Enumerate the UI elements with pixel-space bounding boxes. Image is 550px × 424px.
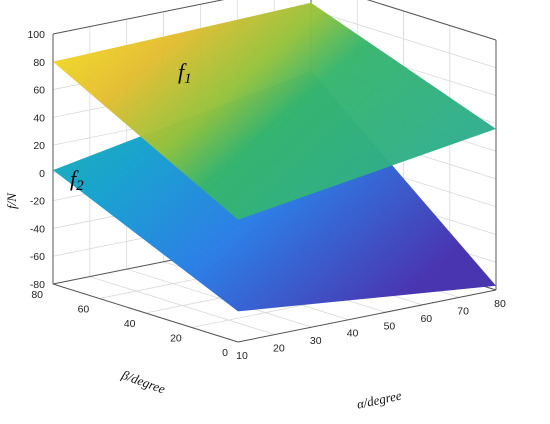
tick-labels: 100 80 60 40 20 0 -20 -40 -60 -80 10 20 30 40 50 60 70 80…	[27, 29, 506, 362]
y-tick-label: 40	[124, 318, 136, 330]
z-tick-label: -40	[30, 223, 45, 235]
y-tick-label: 20	[170, 333, 182, 345]
x-tick-label: 80	[494, 298, 506, 310]
side-wall-grid-z	[310, 9, 497, 69]
z-tick-label: 0	[39, 168, 45, 180]
z-tick-label: 40	[33, 112, 45, 124]
z-tick-label: 60	[33, 85, 45, 97]
x-tick-label: 30	[310, 335, 322, 347]
x-tick-label: 40	[347, 328, 359, 340]
y-axis-label: β/degree	[119, 367, 168, 397]
y-tick-label: 80	[31, 289, 43, 301]
surfaces	[53, 2, 496, 312]
x-tick-label: 60	[420, 313, 432, 325]
series-label-f2: f2	[70, 166, 84, 194]
z-tick-label: 100	[27, 29, 45, 41]
x-tick-label: 10	[236, 350, 248, 362]
z-tick-label: -80	[30, 279, 45, 291]
z-tick-label: 80	[33, 57, 45, 69]
x-tick-label: 20	[273, 343, 285, 355]
y-tick-label: 0	[222, 347, 228, 359]
z-tick-label: 20	[33, 140, 45, 152]
axes-box-edge	[366, 0, 497, 41]
y-tick-label: 60	[78, 304, 90, 316]
z-tick-label: -60	[30, 251, 45, 263]
x-tick-label: 50	[384, 320, 396, 332]
x-tick-label: 70	[457, 305, 469, 317]
surface-f1	[53, 2, 496, 220]
axes-box-edge	[237, 289, 497, 343]
axes-box-edge	[52, 0, 225, 35]
z-tick-label: -20	[30, 196, 45, 208]
z-axis-label: f/N	[4, 192, 19, 209]
x-axis-label: α/degree	[355, 388, 403, 412]
axes-box-edge	[52, 283, 239, 343]
series-label-f1: f1	[178, 59, 192, 87]
